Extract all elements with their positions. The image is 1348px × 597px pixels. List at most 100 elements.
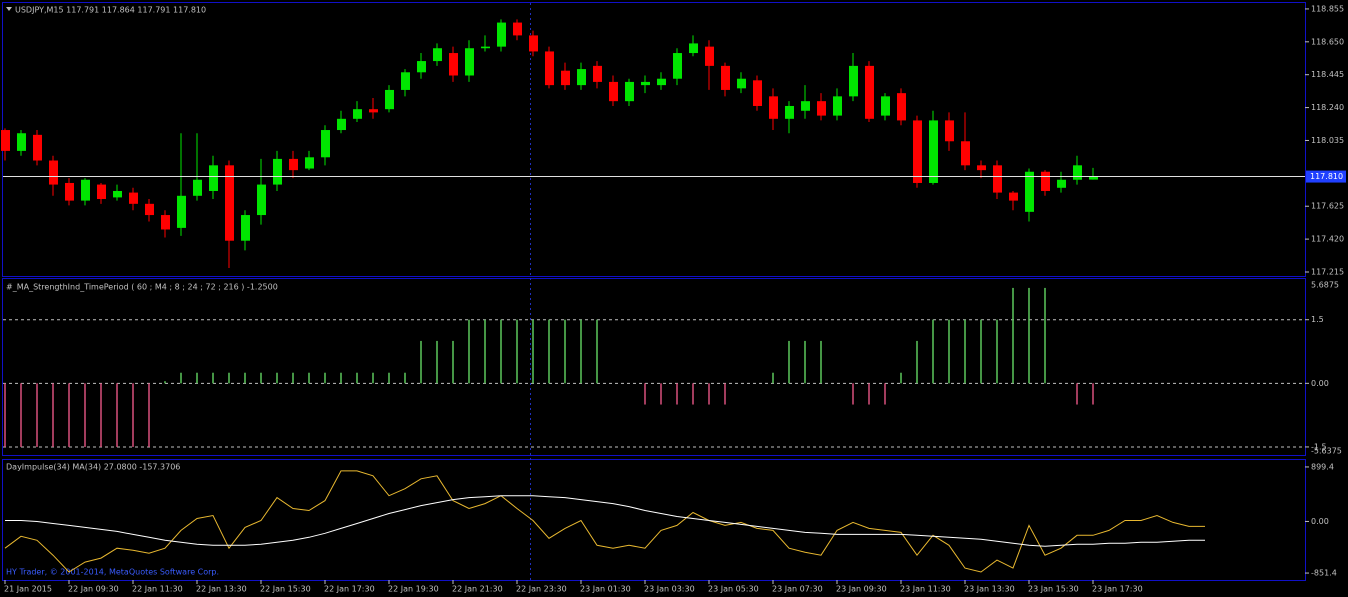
candle-body [241, 215, 250, 241]
candle-body [65, 182, 74, 201]
candle-body [961, 141, 970, 166]
candle-body [753, 80, 762, 106]
candle-body [33, 134, 42, 161]
x-tick-label: 23 Jan 05:30 [708, 585, 759, 594]
x-tick-label: 21 Jan 2015 [4, 585, 52, 594]
y-tick-label: -851.4 [1311, 569, 1337, 578]
x-tick-label: 22 Jan 09:30 [68, 585, 119, 594]
x-tick-label: 22 Jan 19:30 [388, 585, 439, 594]
candle-body [945, 120, 954, 142]
candle-body [113, 190, 122, 198]
candle-body [529, 35, 538, 52]
y-tick-label: 899.4 [1311, 462, 1334, 471]
x-tick-label: 22 Jan 21:30 [452, 585, 503, 594]
candle-body [49, 160, 58, 185]
candle-body [625, 81, 634, 102]
x-tick-label: 23 Jan 13:30 [964, 585, 1015, 594]
bid-label-box [1306, 170, 1346, 183]
candle-body [353, 109, 362, 119]
candle-body [433, 48, 442, 62]
y-tick-label: 0.00 [1311, 379, 1329, 388]
candle-body [737, 78, 746, 89]
scale-min-label: -5.6375 [1311, 447, 1342, 456]
candle-body [545, 51, 554, 86]
x-tick-label: 23 Jan 01:30 [580, 585, 631, 594]
candle-body [385, 89, 394, 110]
main-title: USDJPY,M15 117.791 117.864 117.791 117.8… [15, 6, 206, 15]
candle-body [593, 65, 602, 82]
x-tick-label: 23 Jan 15:30 [1028, 585, 1079, 594]
y-tick-label: 118.855 [1311, 4, 1344, 13]
y-tick-label: 117.215 [1311, 267, 1344, 276]
bid-label: 117.810 [1310, 172, 1343, 181]
oscillator-pane [2, 459, 1306, 581]
x-tick-label: 22 Jan 15:30 [260, 585, 311, 594]
candle-body [97, 184, 106, 200]
candle-body [17, 133, 26, 151]
candle-body [449, 53, 458, 76]
y-tick-label: 118.650 [1311, 37, 1344, 46]
x-tick-label: 22 Jan 13:30 [196, 585, 247, 594]
scale-max-label: 5.6875 [1311, 281, 1339, 290]
candle-body [225, 165, 234, 241]
candle-body [561, 70, 570, 86]
symbol-icon [6, 7, 12, 11]
y-tick-label: 118.035 [1311, 136, 1344, 145]
x-tick-label: 23 Jan 09:30 [836, 585, 887, 594]
y-tick-label: 1.5 [1311, 315, 1324, 324]
candle-body [209, 165, 218, 191]
x-tick-label: 23 Jan 11:30 [900, 585, 951, 594]
candle-body [513, 22, 522, 36]
x-tick-label: 22 Jan 11:30 [132, 585, 183, 594]
candle-body [801, 101, 810, 111]
candle-body [193, 179, 202, 196]
indicator-title: #_MA_StrengthInd_TimePeriod ( 60 ; M4 ; … [6, 283, 278, 292]
candle-body [1, 130, 10, 151]
y-tick-label: 117.420 [1311, 235, 1344, 244]
x-tick-label: 23 Jan 17:30 [1092, 585, 1143, 594]
candle-body [305, 157, 314, 169]
candle-body [977, 165, 986, 171]
candle-body [401, 72, 410, 90]
candle-body [881, 96, 890, 116]
candle-body [321, 130, 330, 158]
candle-body [913, 120, 922, 183]
y-tick-label: 117.625 [1311, 202, 1344, 211]
candle-body [369, 109, 378, 113]
candle-body [417, 61, 426, 73]
candle-body [705, 46, 714, 66]
candle-body [849, 65, 858, 97]
candle-body [145, 203, 154, 216]
candle-body [817, 101, 826, 116]
candle-body [897, 93, 906, 121]
copyright: HY Trader, © 2001-2014, MetaQuotes Softw… [6, 568, 219, 577]
candle-body [1025, 171, 1034, 212]
candle-body [1009, 192, 1018, 201]
candle-body [1041, 171, 1050, 191]
candle-body [81, 179, 90, 201]
candle-body [929, 120, 938, 183]
candle-body [1073, 165, 1082, 180]
candle-body [993, 165, 1002, 193]
indicator-line [5, 495, 1205, 547]
indicator-line [4, 470, 1205, 573]
candle-body [289, 158, 298, 171]
y-tick-label: -1.5 [1311, 442, 1327, 451]
candle-body [481, 46, 490, 49]
y-tick-label: 118.240 [1311, 103, 1344, 112]
y-tick-label: 0.00 [1311, 517, 1329, 526]
candle-body [161, 215, 170, 230]
oscillator-title: DayImpulse(34) MA(34) 27.0800 -157.3706 [6, 463, 180, 472]
x-tick-label: 23 Jan 03:30 [644, 585, 695, 594]
candle-body [689, 43, 698, 54]
candle-body [641, 81, 650, 86]
y-tick-label: 118.445 [1311, 70, 1344, 79]
candle-body [865, 65, 874, 119]
candle-body [657, 78, 666, 86]
candle-body [577, 69, 586, 86]
x-tick-label: 22 Jan 17:30 [324, 585, 375, 594]
candle-body [337, 118, 346, 131]
